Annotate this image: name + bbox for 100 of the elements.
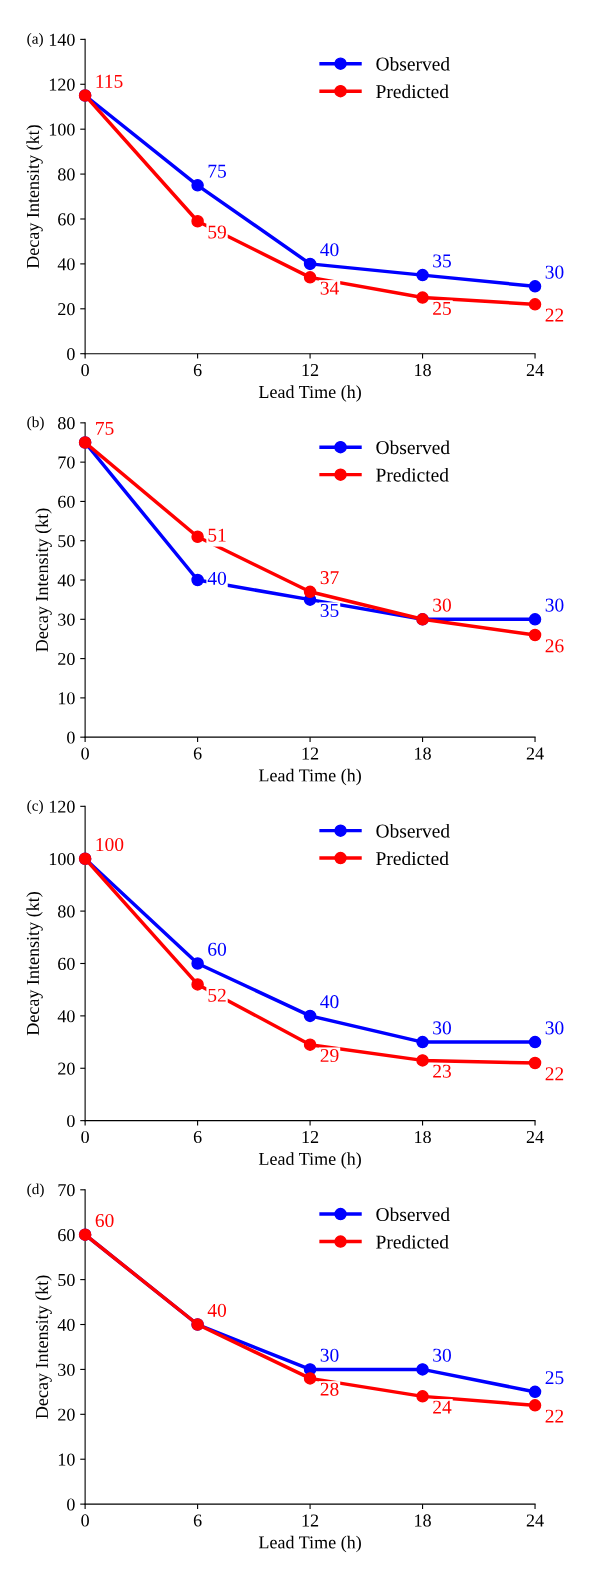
y-tick-label: 50 [58,534,75,548]
y-tick-label: 80 [58,168,75,181]
x-tick-label: 0 [81,363,89,377]
legend-label: Predicted [376,84,449,99]
x-tick-label: 12 [302,363,319,376]
y-tick-label: 40 [57,1010,75,1023]
data-label: 60 [208,942,227,956]
x-axis-title: Lead Time (h) [258,1152,361,1169]
x-tick-label: 0 [81,1514,89,1527]
x-tick-label: 0 [81,747,89,760]
y-tick-label: 120 [49,78,75,91]
y-tick-label: 20 [58,652,75,666]
data-label: 30 [433,1348,451,1362]
data-label: 35 [433,254,451,268]
data-label: 30 [545,1021,564,1035]
x-tick-label: 24 [526,747,544,760]
data-label: 75 [96,421,114,435]
y-tick-label: 70 [58,456,75,469]
data-label: 100 [96,837,124,852]
text: (b) [27,416,44,431]
x-axis-title: Lead Time (h) [258,768,361,786]
y-tick-label: 40 [57,1318,75,1331]
y-tick-label: 40 [57,574,75,587]
x-axis-title: Lead Time (h) [258,385,361,402]
x-tick-label: 18 [415,747,431,760]
legend-label: Predicted [376,467,449,482]
x-tick-label: 6 [193,747,202,760]
data-label: 30 [433,598,451,612]
y-tick-label: 20 [58,1408,75,1421]
y-tick-label: 60 [58,957,75,970]
data-label: 30 [320,1348,339,1362]
y-tick-label: 0 [67,1498,75,1511]
data-label: 23 [433,1064,451,1078]
data-label: 34 [320,281,339,295]
y-tick-label: 100 [49,852,75,866]
legend-label: Observed [376,1207,450,1222]
legend-label: Observed [376,56,450,71]
data-label: 25 [545,1371,564,1385]
y-axis-title: Decay Intensity (kt) [35,508,52,652]
data-label: 30 [545,265,564,279]
data-label: 35 [320,603,339,618]
legend-label: Observed [376,440,450,455]
legend-label: Observed [376,823,450,838]
y-tick-label: 60 [58,213,75,226]
data-label: 25 [433,301,451,315]
text: (c) [27,800,43,814]
x-tick-label: 24 [526,363,544,376]
y-tick-label: 30 [58,613,75,626]
data-label: 37 [320,571,339,585]
data-label: 26 [545,639,564,653]
legend-label: Predicted [376,1234,449,1249]
data-label: 28 [320,1382,339,1396]
data-label: 75 [208,164,227,178]
y-axis-title: Decay Intensity (kt) [26,892,43,1036]
y-axis-title: Decay Intensity (kt) [26,125,43,269]
x-tick-label: 18 [415,1130,431,1144]
y-tick-label: 60 [58,1228,75,1242]
y-tick-label: 100 [49,123,75,136]
y-tick-label: 20 [58,1062,75,1075]
data-label: 40 [320,995,339,1009]
data-label: 40 [320,243,339,257]
y-tick-label: 80 [58,417,75,430]
y-tick-label: 30 [58,1363,75,1376]
y-tick-label: 40 [57,258,75,271]
text: (d) [27,1183,44,1198]
x-tick-label: 24 [526,1514,544,1527]
x-tick-label: 12 [302,1130,319,1143]
x-tick-label: 6 [193,1514,202,1527]
y-tick-label: 10 [58,692,75,705]
data-label: 40 [207,1303,227,1317]
data-label: 22 [545,1409,564,1423]
data-label: 24 [433,1400,452,1414]
x-axis-title: Lead Time (h) [258,1535,361,1553]
x-tick-label: 24 [526,1130,544,1143]
data-label: 51 [208,528,226,542]
y-tick-label: 0 [67,347,75,361]
y-tick-label: 0 [67,1114,75,1128]
y-tick-label: 120 [49,800,75,813]
x-tick-label: 6 [193,1130,202,1144]
data-label: 22 [545,1067,564,1081]
data-label: 52 [208,988,226,1002]
data-label: 60 [95,1213,114,1228]
data-label: 59 [208,225,226,239]
y-axis-title: Decay Intensity (kt) [35,1275,52,1419]
y-tick-label: 20 [58,303,75,316]
data-label: 30 [433,1021,451,1035]
y-tick-label: 50 [58,1273,75,1287]
text: (a) [27,33,43,47]
x-tick-label: 0 [81,1130,89,1144]
x-tick-label: 18 [415,363,431,377]
data-label: 22 [545,308,564,322]
y-tick-label: 10 [58,1453,75,1466]
data-label: 30 [545,598,564,612]
data-label: 40 [207,571,227,585]
data-label: 115 [96,74,123,88]
y-tick-label: 70 [58,1184,75,1197]
x-tick-label: 12 [302,747,319,760]
legend-label: Predicted [376,851,449,866]
x-tick-label: 6 [193,363,202,377]
x-tick-label: 18 [415,1514,431,1527]
